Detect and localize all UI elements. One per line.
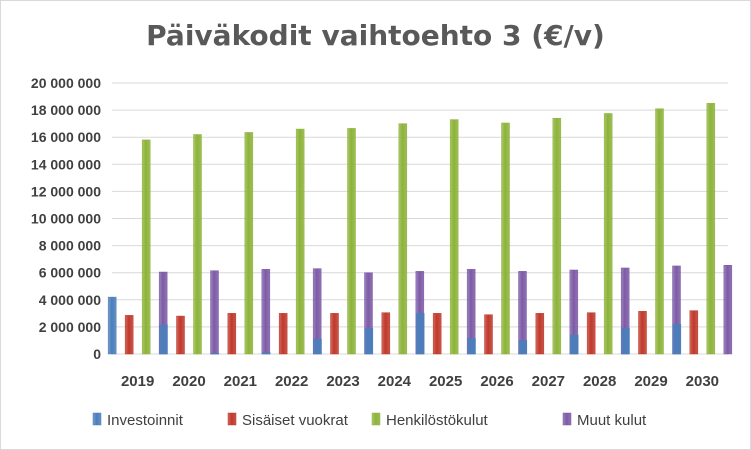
legend-label: Muut kulut [577,412,647,429]
x-tick-label: 2023 [326,373,359,390]
bar-henkilöstökulut-2023 [347,128,356,355]
bar-sisäiset-vuokrat-2026 [484,314,493,355]
bar-sisäiset-vuokrat-2024 [381,312,391,355]
bar-investoinnit-2025 [415,313,425,355]
bar-sisäiset-vuokrat-2021 [227,313,237,355]
y-tick-label: 4 000 000 [39,292,101,308]
x-tick-label: 2026 [480,373,513,390]
bar-henkilöstökulut-2020 [193,134,202,355]
bar-henkilöstökulut-2024 [398,123,408,355]
bar-investoinnit-2026 [467,338,476,355]
bar-investoinnit-2022 [261,352,271,355]
bar-muut-kulut-2030 [723,264,733,355]
x-tick-label: 2022 [275,373,308,390]
bar-sisäiset-vuokrat-2030 [689,310,699,355]
bar-investoinnit-2027 [518,340,528,355]
y-tick-label: 20 000 000 [31,75,101,91]
bar-sisäiset-vuokrat-2023 [330,313,339,355]
bar-investoinnit-2030 [672,323,682,355]
bar-henkilöstökulut-2019 [141,139,151,355]
bar-henkilöstökulut-2021 [244,132,254,355]
x-tick-label: 2029 [634,373,667,390]
bar-investoinnit-2028 [569,334,579,355]
y-tick-label: 0 [93,346,101,362]
x-tick-label: 2027 [532,373,565,390]
legend-swatch [92,412,102,426]
x-tick-label: 2020 [172,373,205,390]
bar-sisäiset-vuokrat-2029 [638,311,647,355]
y-tick-label: 16 000 000 [31,129,101,145]
bar-henkilöstökulut-2022 [295,128,305,355]
bar-investoinnit-2024 [364,328,374,355]
bar-investoinnit-2029 [621,328,630,355]
x-tick-label: 2024 [378,373,412,390]
bar-henkilöstökulut-2030 [706,103,716,355]
y-tick-label: 2 000 000 [39,319,101,335]
bar-sisäiset-vuokrat-2025 [432,313,442,355]
bar-investoinnit-2020 [159,324,168,355]
bar-investoinnit-2019 [107,296,117,355]
x-tick-label: 2025 [429,373,462,390]
x-tick-label: 2030 [686,373,719,390]
legend-label: Investoinnit [107,412,184,429]
bar-investoinnit-2023 [313,338,322,355]
bar-henkilöstökulut-2025 [449,119,459,355]
y-tick-label: 8 000 000 [39,238,101,254]
bar-sisäiset-vuokrat-2020 [176,315,185,355]
legend-swatch [227,412,237,426]
y-tick-label: 18 000 000 [31,102,101,118]
y-tick-label: 10 000 000 [31,211,101,227]
x-tick-label: 2028 [583,373,616,390]
y-tick-label: 14 000 000 [31,156,101,172]
bar-henkilöstökulut-2027 [552,117,562,355]
legend-swatch [371,412,381,426]
legend-label: Henkilöstökulut [386,412,489,429]
x-tick-label: 2019 [121,373,154,390]
x-tick-label: 2021 [224,373,257,390]
bar-sisäiset-vuokrat-2028 [586,312,596,355]
bar-sisäiset-vuokrat-2019 [124,315,134,355]
bar-henkilöstökulut-2028 [603,113,613,355]
bar-muut-kulut-2020 [210,270,219,355]
legend-label: Sisäiset vuokrat [242,412,349,429]
y-tick-label: 12 000 000 [31,183,101,199]
bar-henkilöstökulut-2029 [655,108,664,355]
bar-sisäiset-vuokrat-2027 [535,313,545,355]
bar-muut-kulut-2021 [261,269,271,355]
chart-title: Päiväkodit vaihtoehto 3 (€/v) [146,19,605,52]
bar-investoinnit-2021 [210,353,220,355]
bar-henkilöstökulut-2026 [501,122,510,355]
y-tick-label: 6 000 000 [39,265,101,281]
bar-sisäiset-vuokrat-2022 [278,313,288,355]
legend-swatch [562,412,572,426]
